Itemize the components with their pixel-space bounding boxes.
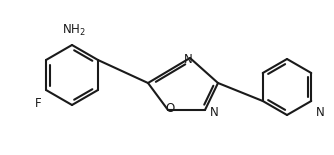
Text: N: N <box>210 106 219 119</box>
Text: O: O <box>165 102 175 115</box>
Text: N: N <box>316 106 325 119</box>
Text: F: F <box>35 97 41 110</box>
Text: NH$_2$: NH$_2$ <box>62 23 86 38</box>
Text: N: N <box>184 53 192 66</box>
